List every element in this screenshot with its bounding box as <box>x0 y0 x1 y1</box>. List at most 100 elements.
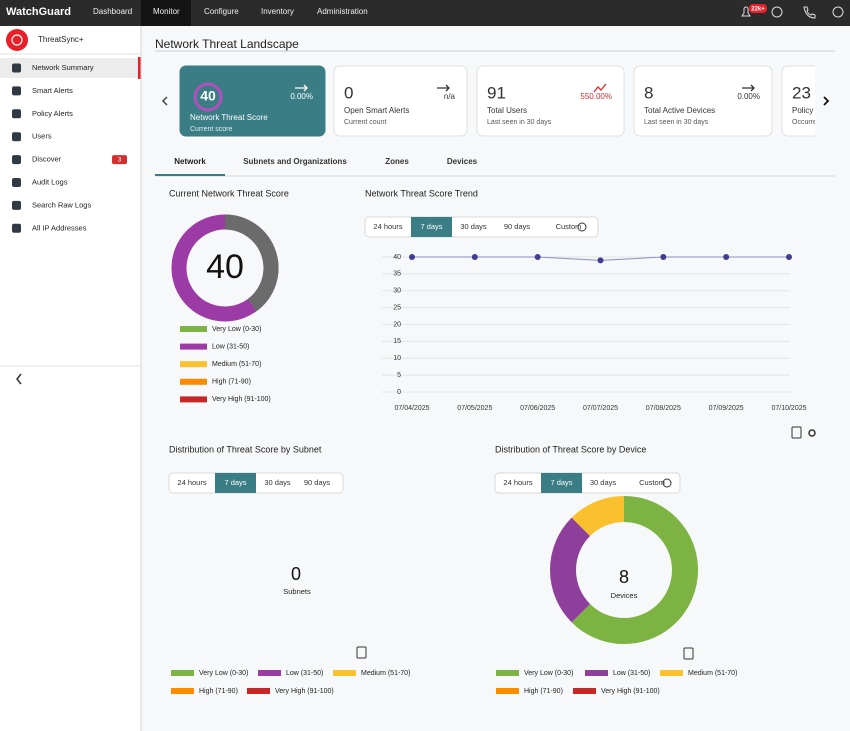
tab[interactable]: Zones <box>385 157 409 166</box>
legend-swatch <box>171 670 194 676</box>
range-button[interactable]: 24 hours <box>177 478 206 487</box>
custom-icon <box>662 478 672 488</box>
trend-point <box>409 254 415 260</box>
export-icon[interactable] <box>356 646 367 659</box>
panel-title: Network Threat Score Trend <box>365 188 478 198</box>
range-button[interactable]: Custom <box>639 478 665 487</box>
menu-item[interactable]: Discover <box>32 155 62 164</box>
page-title: Network Threat Landscape <box>155 37 299 51</box>
y-tick-label: 30 <box>393 288 401 295</box>
nav-tab[interactable]: Configure <box>204 7 239 16</box>
collapse-button[interactable] <box>16 373 22 385</box>
menu-icon <box>12 63 21 73</box>
phone-icon[interactable] <box>803 6 816 19</box>
menu-icon <box>12 155 21 165</box>
legend-label: Medium (51-70) <box>688 670 737 677</box>
range-selected <box>411 217 452 237</box>
carousel-next[interactable] <box>823 96 830 106</box>
tab[interactable]: Subnets and Organizations <box>243 157 347 166</box>
legend-swatch <box>258 670 281 676</box>
range-button[interactable]: 24 hours <box>503 478 532 487</box>
range-button[interactable]: 90 days <box>304 478 331 487</box>
menu-item[interactable]: Network Summary <box>32 63 94 72</box>
badge-text: 22k+ <box>751 7 765 13</box>
x-tick-label: 07/08/2025 <box>646 405 681 412</box>
trend-icon <box>742 84 755 92</box>
donut-segment <box>571 496 625 537</box>
legend-swatch <box>180 361 207 368</box>
menu-item[interactable]: Policy Alerts <box>32 109 73 118</box>
nav-tab[interactable]: Administration <box>317 7 368 16</box>
range-button[interactable]: 7 days <box>224 478 246 487</box>
card-change: 550.00% <box>580 92 612 101</box>
y-tick-label: 15 <box>393 338 401 345</box>
nav-tab[interactable]: Inventory <box>261 7 294 16</box>
legend-swatch <box>660 670 683 676</box>
legend-swatch <box>180 396 207 403</box>
card-sub: Current count <box>344 119 386 126</box>
carousel-prev[interactable] <box>161 96 168 106</box>
custom-icon <box>577 222 587 232</box>
card-change: n/a <box>444 92 456 101</box>
brand: WatchGuard <box>6 6 71 18</box>
legend-label: Very Low (0-30) <box>199 670 248 677</box>
menu-icon <box>12 223 21 233</box>
range-button[interactable]: 24 hours <box>373 222 402 231</box>
card-value: 8 <box>644 83 653 102</box>
legend-swatch <box>496 670 519 676</box>
subnet-count: 0 <box>291 564 301 584</box>
export-icon[interactable] <box>791 426 802 439</box>
score-ring <box>193 82 223 112</box>
y-tick-label: 10 <box>393 355 401 362</box>
product-name: ThreatSync+ <box>38 35 84 44</box>
legend-swatch <box>247 688 270 694</box>
card-label: Open Smart Alerts <box>344 106 409 115</box>
card[interactable] <box>781 65 842 137</box>
product-icon <box>6 29 28 51</box>
card[interactable] <box>633 65 773 137</box>
menu-item[interactable]: Search Raw Logs <box>32 200 91 209</box>
y-tick-label: 0 <box>397 389 401 396</box>
cards: 40 Network Threat Score Current score 0.00%… <box>179 65 842 137</box>
card-value: 0 <box>344 83 353 102</box>
user-icon[interactable] <box>832 6 844 18</box>
range-button[interactable]: 90 days <box>504 222 531 231</box>
tab[interactable]: Network <box>174 157 206 166</box>
trend-point <box>534 254 541 260</box>
bell-icon[interactable] <box>741 6 751 17</box>
card[interactable] <box>179 65 326 137</box>
card-value: 23 <box>792 83 811 102</box>
legend-label: Very High (91-100) <box>601 688 660 695</box>
range-button[interactable]: Custom <box>556 222 582 231</box>
card-change: 0.00% <box>737 92 760 101</box>
active-tab-bg <box>141 0 191 26</box>
settings-icon[interactable] <box>808 429 816 437</box>
legend-swatch <box>573 688 596 694</box>
y-tick-label: 25 <box>393 304 401 311</box>
card-change: 0.00% <box>290 92 313 101</box>
range-button[interactable]: 7 days <box>550 478 572 487</box>
card-sub: Occurre <box>792 119 817 126</box>
card-sub: Current score <box>190 126 233 133</box>
tab[interactable]: Devices <box>447 157 478 166</box>
menu-item[interactable]: Smart Alerts <box>32 86 73 95</box>
menu-icon <box>12 200 21 210</box>
legend-label: High (71-90) <box>199 688 238 695</box>
card[interactable] <box>476 65 625 137</box>
subnet-count-label: Subnets <box>283 587 311 596</box>
range-button[interactable]: 7 days <box>420 222 442 231</box>
nav-tab[interactable]: Dashboard <box>93 7 132 16</box>
range-button[interactable]: 30 days <box>460 222 487 231</box>
menu-badge <box>112 155 127 165</box>
range-button[interactable]: 30 days <box>264 478 291 487</box>
range-button[interactable]: 30 days <box>590 478 617 487</box>
range-selected <box>215 473 256 493</box>
selected-item-bg <box>0 58 139 78</box>
nav-tab[interactable]: Monitor <box>153 7 180 16</box>
export-icon[interactable] <box>683 647 694 660</box>
menu-item[interactable]: Users <box>32 132 52 141</box>
card[interactable] <box>333 65 468 137</box>
help-icon[interactable] <box>771 6 783 18</box>
menu-item[interactable]: All IP Addresses <box>32 223 87 232</box>
menu-item[interactable]: Audit Logs <box>32 177 68 186</box>
